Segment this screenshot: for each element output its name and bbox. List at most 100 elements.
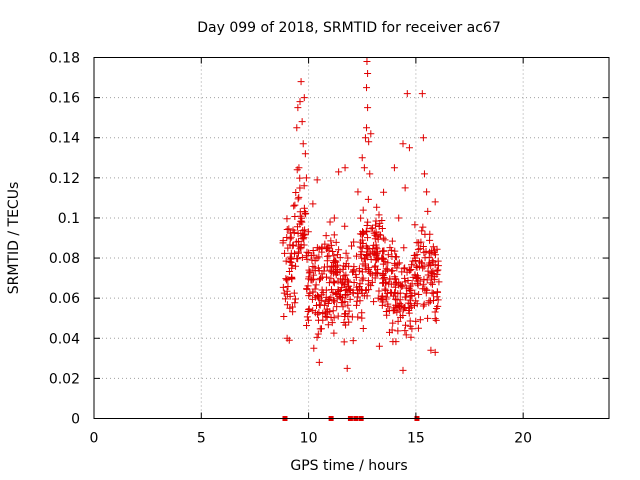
data-point (316, 274, 324, 282)
data-point (305, 292, 313, 300)
data-point (394, 317, 402, 325)
data-point (288, 274, 296, 282)
data-point (406, 287, 414, 295)
data-point (398, 268, 406, 276)
data-point (382, 279, 390, 287)
data-point (317, 296, 325, 304)
data-point (300, 204, 308, 212)
data-point (314, 330, 322, 338)
data-point (419, 280, 427, 288)
data-point (345, 318, 353, 326)
data-point (371, 274, 379, 282)
data-point (305, 305, 313, 313)
data-point (370, 298, 378, 306)
data-point (392, 338, 400, 346)
data-point (324, 321, 332, 329)
data-point (303, 248, 311, 256)
data-point (375, 287, 383, 295)
data-point (387, 246, 395, 254)
data-point (378, 295, 386, 303)
data-point (303, 285, 311, 293)
data-point (397, 301, 405, 309)
data-point (342, 291, 350, 299)
data-point (339, 265, 347, 273)
data-point (399, 140, 407, 148)
data-point (367, 130, 375, 138)
data-point (344, 254, 352, 262)
data-point (363, 84, 371, 92)
x-axis-label: GPS time / hours (290, 458, 407, 474)
data-point (300, 182, 308, 190)
data-point (290, 202, 298, 210)
data-point (283, 301, 291, 309)
data-point (424, 207, 432, 215)
data-point (433, 267, 441, 275)
data-point (384, 251, 392, 259)
data-point (298, 234, 306, 242)
data-point (284, 283, 292, 291)
data-point (416, 316, 424, 324)
data-point (384, 266, 392, 274)
data-point (391, 273, 399, 281)
data-point (352, 301, 360, 309)
data-point (308, 256, 316, 264)
data-point (342, 249, 350, 257)
data-point (310, 344, 318, 352)
data-point (364, 277, 372, 285)
data-point (365, 266, 373, 274)
plot-frame (93, 57, 610, 419)
data-point (391, 295, 399, 303)
data-point (427, 346, 435, 354)
data-point (411, 289, 419, 297)
data-point (314, 292, 322, 300)
data-point (418, 90, 426, 98)
data-point (415, 291, 423, 299)
y-tick-label: 0 (71, 412, 80, 428)
data-point (329, 278, 337, 286)
data-point (329, 307, 337, 315)
data-point (296, 184, 304, 192)
data-point (373, 203, 381, 211)
data-point (330, 231, 338, 239)
data-point (330, 252, 338, 260)
data-point (292, 262, 300, 270)
data-point (291, 213, 299, 221)
data-point (303, 313, 311, 321)
data-point (302, 174, 310, 182)
data-point (401, 274, 409, 282)
data-point (346, 295, 354, 303)
data-point (427, 279, 435, 287)
data-point (325, 279, 333, 287)
data-point (380, 188, 388, 196)
data-point (399, 312, 407, 320)
data-points (279, 58, 443, 421)
data-point (296, 98, 304, 106)
data-point (381, 285, 389, 293)
data-point (395, 214, 403, 222)
data-point (339, 280, 347, 288)
data-point (323, 263, 331, 271)
data-point (358, 236, 366, 244)
x-tick-label: 5 (197, 431, 206, 447)
data-point (291, 299, 299, 307)
data-point (326, 266, 334, 274)
data-point (313, 310, 321, 318)
data-point (396, 296, 404, 304)
data-point (405, 306, 413, 314)
data-point (432, 316, 440, 324)
data-point (391, 247, 399, 255)
data-point (295, 242, 303, 250)
data-point (418, 227, 426, 235)
y-axis-label: SRMTID / TECUs (6, 182, 22, 295)
data-point (298, 254, 306, 262)
data-point (303, 321, 311, 329)
data-point (350, 279, 358, 287)
data-point (399, 366, 407, 374)
data-point (389, 267, 397, 275)
data-point (419, 134, 427, 142)
data-point (340, 262, 348, 270)
data-point (340, 338, 348, 346)
data-point (401, 327, 409, 335)
data-point (348, 242, 355, 250)
